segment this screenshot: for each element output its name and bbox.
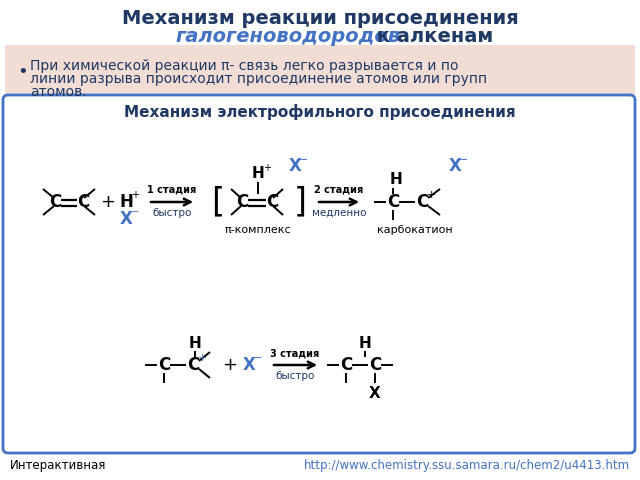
Text: http://www.chemistry.ssu.samara.ru/chem2/u4413.htm: http://www.chemistry.ssu.samara.ru/chem2… [304, 459, 630, 472]
Text: 2 стадия: 2 стадия [314, 185, 364, 195]
Text: [: [ [211, 185, 225, 218]
FancyBboxPatch shape [5, 45, 635, 95]
Text: C: C [416, 193, 428, 211]
Text: 3 стадия: 3 стадия [270, 348, 319, 358]
Text: −: − [131, 207, 139, 217]
Text: C: C [49, 193, 61, 211]
Text: линии разрыва происходит присоединение атомов или групп: линии разрыва происходит присоединение а… [30, 72, 487, 86]
Text: галогеноводородов: галогеноводородов [175, 27, 400, 47]
Text: C: C [77, 193, 89, 211]
Text: медленно: медленно [312, 208, 366, 218]
Text: C: C [187, 356, 199, 374]
Text: π-комплекс: π-комплекс [225, 225, 291, 235]
Text: +: + [131, 190, 139, 200]
Text: X: X [369, 385, 381, 400]
Text: +: + [223, 356, 237, 374]
Text: Интерактивная: Интерактивная [10, 459, 106, 472]
Text: +: + [426, 190, 436, 200]
Text: X: X [289, 157, 301, 175]
Text: к алкенам: к алкенам [370, 27, 493, 47]
Text: Механизм реакции присоединения: Механизм реакции присоединения [122, 9, 518, 27]
Text: Механизм электрофильного присоединения: Механизм электрофильного присоединения [124, 104, 516, 120]
Text: H: H [189, 336, 202, 350]
Text: C: C [266, 193, 278, 211]
Text: −: − [300, 155, 308, 165]
Text: −: − [460, 155, 468, 165]
Text: X: X [120, 210, 132, 228]
Text: H: H [390, 172, 403, 188]
Text: H: H [252, 167, 264, 181]
Text: быстро: быстро [275, 371, 315, 381]
Text: атомов.: атомов. [30, 85, 86, 99]
Text: +: + [197, 353, 207, 363]
Text: ]: ] [294, 185, 307, 218]
Text: C: C [369, 356, 381, 374]
Text: быстро: быстро [152, 208, 192, 218]
Text: −: − [253, 353, 262, 363]
Text: +: + [100, 193, 115, 211]
Text: C: C [340, 356, 352, 374]
Text: При химической реакции π- связь легко разрывается и по: При химической реакции π- связь легко ра… [30, 59, 458, 73]
Text: +: + [263, 163, 271, 173]
Text: H: H [358, 336, 371, 350]
FancyBboxPatch shape [3, 95, 635, 453]
Text: X: X [449, 157, 461, 175]
Text: X: X [243, 356, 255, 374]
Text: 1 стадия: 1 стадия [147, 185, 196, 195]
Text: карбокатион: карбокатион [377, 225, 453, 235]
Text: C: C [158, 356, 170, 374]
Text: •: • [17, 63, 28, 81]
Text: H: H [119, 193, 133, 211]
Text: C: C [387, 193, 399, 211]
Text: C: C [236, 193, 248, 211]
